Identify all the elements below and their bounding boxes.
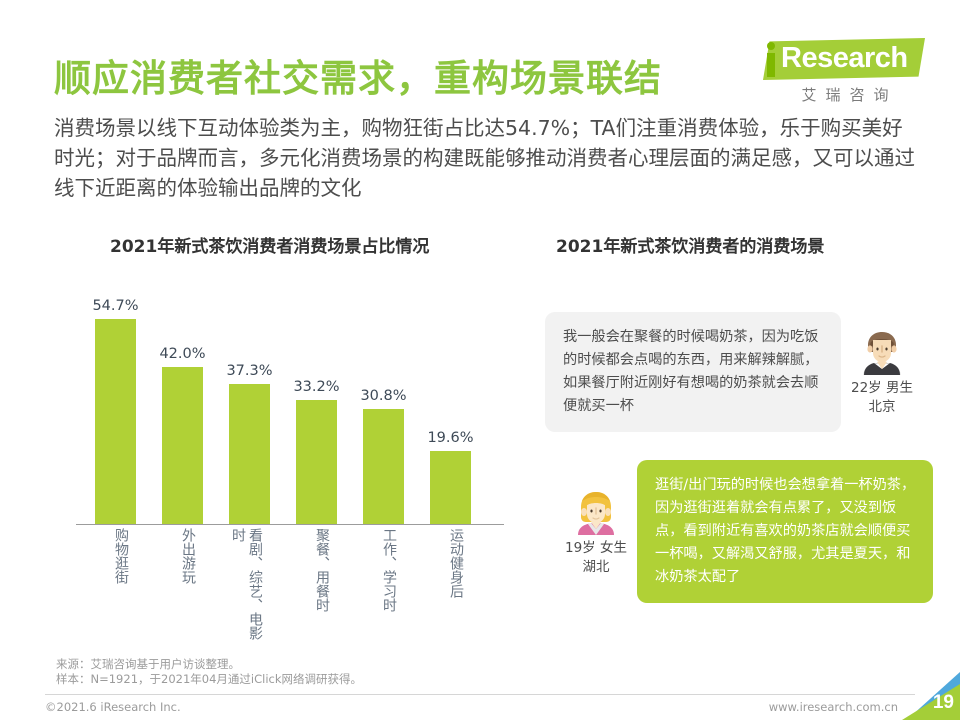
page-summary: 消费场景以线下互动体验类为主，购物狂街占比达54.7%；TA们注重消费体验，乐于… (54, 116, 915, 200)
x-axis-category-label: 聚餐、用餐时 (314, 528, 330, 612)
quote-person: 19岁 女生 湖北 (555, 487, 637, 577)
logo-chinese-name: 艾瑞咨询 (801, 86, 898, 104)
bar-value-label: 54.7% (92, 298, 139, 315)
quote-person-age-gender: 22岁 男生 北京 (851, 380, 913, 415)
footnote-source: 来源：艾瑞咨询基于用户访谈整理。 (56, 657, 240, 671)
quotes-panel: 我一般会在聚餐的时候喝奶茶，因为吃饭的时候都会点喝的东西，用来解辣解腻，如果餐厅… (545, 300, 945, 603)
bar (229, 384, 270, 524)
logo-parallelogram-shape (763, 38, 925, 80)
quotes-section-title: 2021年新式茶饮消费者的消费场景 (556, 237, 825, 257)
x-axis-category-label: 外出游玩 (180, 528, 196, 584)
bar-value-label: 30.8% (360, 387, 407, 404)
footnote-sample: 样本：N=1921，于2021年04月通过iClick网络调研获得。 (56, 672, 363, 686)
male-avatar-icon (863, 332, 901, 375)
logo-mark: Research (745, 38, 925, 82)
bar (95, 319, 136, 524)
x-axis-category-label: 购物逛街 (113, 528, 129, 584)
logo-wordmark: Research (781, 42, 908, 74)
quote-bubble: 逛街/出门玩的时候也会想拿着一杯奶茶，因为逛街逛着就会有点累了，又没到饭点，看到… (637, 460, 933, 603)
bar (162, 366, 203, 524)
logo-i-stem-icon (767, 53, 775, 77)
x-axis-category-label: 运动健身后 (448, 528, 464, 598)
page-number: 19 (932, 692, 954, 713)
bar-chart: 54.7% 42.0% 37.3% 33.2% 30.8% 19.6% 购物逛街 外出游玩 看… (60, 290, 520, 640)
quote-bubble: 我一般会在聚餐的时候喝奶茶，因为吃饭的时候都会点喝的东西，用来解辣解腻，如果餐厅… (545, 312, 841, 432)
chart-x-axis-line (76, 524, 504, 525)
iresearch-logo: Research 艾瑞咨询 (745, 38, 925, 106)
bar-column: 37.3% (226, 290, 273, 524)
female-avatar-icon (578, 491, 614, 535)
source-footnote: 来源：艾瑞咨询基于用户访谈整理。 样本：N=1921，于2021年04月通过iC… (56, 657, 362, 687)
chart-section-title: 2021年新式茶饮消费者消费场景占比情况 (110, 237, 430, 257)
bar-column: 54.7% (92, 290, 139, 524)
bar (363, 408, 404, 524)
quote-person: 22岁 男生 北京 (841, 327, 923, 417)
bar-value-label: 19.6% (427, 429, 474, 446)
page-corner-decoration (902, 672, 960, 720)
bar (296, 399, 337, 524)
footer-copyright: ©2021.6 iResearch Inc. (45, 700, 181, 714)
footer-website: www.iresearch.com.cn (768, 700, 898, 714)
x-axis-category-label: 工作、学习时 (381, 528, 397, 612)
quote-person-age-gender: 19岁 女生 湖北 (565, 539, 627, 575)
logo-i-dot-icon (767, 42, 775, 50)
quote-item: 19岁 女生 湖北 逛街/出门玩的时候也会想拿着一杯奶茶，因为逛街逛着就会有点累了，… (555, 460, 933, 603)
bar-column: 33.2% (293, 290, 340, 524)
bar-column: 30.8% (360, 290, 407, 524)
quote-item: 我一般会在聚餐的时候喝奶茶，因为吃饭的时候都会点喝的东西，用来解辣解腻，如果餐厅… (545, 312, 923, 432)
bar-value-label: 33.2% (293, 378, 340, 395)
bar-value-label: 42.0% (159, 345, 206, 362)
x-axis-category-label: 看剧、综艺、电影时 (230, 528, 263, 640)
footer-divider (45, 694, 915, 695)
chart-plot-area: 54.7% 42.0% 37.3% 33.2% 30.8% 19.6% (60, 290, 520, 524)
page-title: 顺应消费者社交需求，重构场景联结 (54, 57, 662, 100)
bar-column: 42.0% (159, 290, 206, 524)
bar (430, 450, 471, 524)
bar-column: 19.6% (427, 290, 474, 524)
bar-value-label: 37.3% (226, 363, 273, 380)
